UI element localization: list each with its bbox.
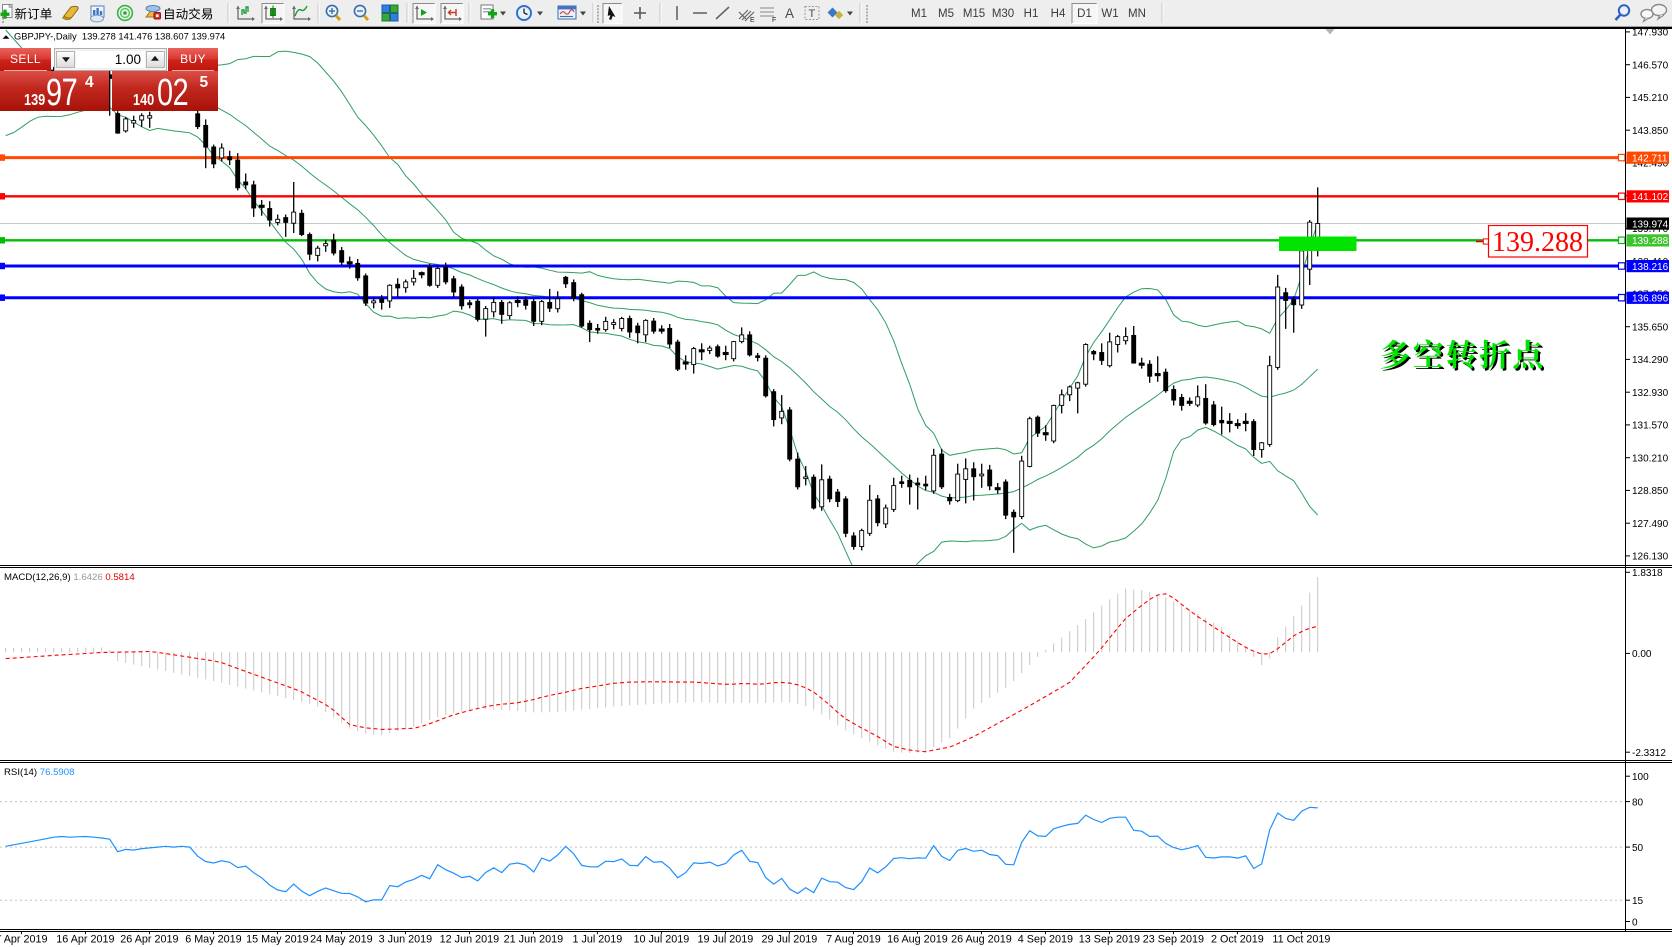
svg-text:145.210: 145.210 [1632, 93, 1669, 104]
svg-text:RSI(14) 76.5908: RSI(14) 76.5908 [4, 767, 74, 778]
svg-text:126.130: 126.130 [1632, 552, 1669, 563]
svg-text:29 Jul 2019: 29 Jul 2019 [761, 934, 817, 946]
svg-text:16 Apr 2019: 16 Apr 2019 [56, 934, 114, 946]
svg-text:6 May 2019: 6 May 2019 [185, 934, 241, 946]
svg-text:147.930: 147.930 [1632, 28, 1669, 39]
svg-text:26 Apr 2019: 26 Apr 2019 [120, 934, 178, 946]
svg-text:50: 50 [1632, 843, 1644, 854]
svg-text:136.896: 136.896 [1632, 294, 1669, 305]
svg-text:21 Jun 2019: 21 Jun 2019 [504, 934, 563, 946]
svg-text:M1: M1 [911, 8, 927, 20]
svg-text:135.650: 135.650 [1632, 323, 1669, 334]
svg-text:130.210: 130.210 [1632, 454, 1669, 465]
svg-text:15 May 2019: 15 May 2019 [246, 934, 308, 946]
svg-text:MACD(12,26,9) 1.6426 0.5814: MACD(12,26,9) 1.6426 0.5814 [4, 572, 135, 583]
svg-text:11 Oct 2019: 11 Oct 2019 [1272, 934, 1330, 946]
svg-text:143.850: 143.850 [1632, 126, 1669, 137]
svg-text:MN: MN [1128, 8, 1146, 20]
svg-text:139.288: 139.288 [1492, 227, 1583, 258]
svg-text:139.288: 139.288 [1632, 236, 1669, 247]
svg-text:146.570: 146.570 [1632, 61, 1669, 72]
svg-text:4 Sep 2019: 4 Sep 2019 [1018, 934, 1073, 946]
svg-text:M5: M5 [938, 8, 954, 20]
svg-text:E: E [750, 17, 755, 24]
svg-text:A: A [785, 6, 794, 21]
svg-text:D1: D1 [1077, 8, 1092, 20]
svg-text:1.8318: 1.8318 [1632, 568, 1663, 579]
svg-text:23 Sep 2019: 23 Sep 2019 [1143, 934, 1204, 946]
svg-text:7 Aug 2019: 7 Aug 2019 [826, 934, 881, 946]
svg-text:134.290: 134.290 [1632, 355, 1669, 366]
svg-text:141.102: 141.102 [1632, 192, 1669, 203]
svg-text:139.974: 139.974 [1632, 219, 1669, 230]
svg-text:24 May 2019: 24 May 2019 [310, 934, 372, 946]
svg-text:10 Jul 2019: 10 Jul 2019 [633, 934, 689, 946]
svg-text:7 Apr 2019: 7 Apr 2019 [0, 934, 48, 946]
svg-text:M15: M15 [963, 8, 985, 20]
svg-text:80: 80 [1632, 797, 1644, 808]
svg-text:W1: W1 [1101, 8, 1118, 20]
svg-text:138.216: 138.216 [1632, 262, 1669, 273]
svg-text:142.711: 142.711 [1632, 153, 1668, 164]
svg-text:H1: H1 [1024, 8, 1039, 20]
svg-text:15: 15 [1632, 896, 1644, 907]
svg-text:2 Oct 2019: 2 Oct 2019 [1211, 934, 1264, 946]
svg-text:16 Aug 2019: 16 Aug 2019 [887, 934, 948, 946]
svg-text:127.490: 127.490 [1632, 519, 1669, 530]
svg-text:M30: M30 [992, 8, 1014, 20]
svg-text:13 Sep 2019: 13 Sep 2019 [1079, 934, 1140, 946]
svg-text:131.570: 131.570 [1632, 421, 1669, 432]
svg-text:142.490: 142.490 [1632, 159, 1669, 170]
svg-text:-2.3312: -2.3312 [1632, 748, 1666, 759]
svg-text:100: 100 [1632, 772, 1649, 783]
svg-text:GBPJPY-,Daily 139.278 141.476: GBPJPY-,Daily 139.278 141.476 138.607 13… [14, 30, 225, 41]
svg-text:3 Jun 2019: 3 Jun 2019 [379, 934, 432, 946]
svg-text:128.850: 128.850 [1632, 486, 1669, 497]
svg-text:12 Jun 2019: 12 Jun 2019 [440, 934, 499, 946]
svg-text:26 Aug 2019: 26 Aug 2019 [951, 934, 1012, 946]
svg-text:1 Jul 2019: 1 Jul 2019 [572, 934, 622, 946]
svg-text:0: 0 [1632, 917, 1638, 928]
svg-text:T: T [809, 8, 816, 20]
svg-text:19 Jul 2019: 19 Jul 2019 [697, 934, 753, 946]
svg-text:132.930: 132.930 [1632, 388, 1669, 399]
svg-text:F: F [772, 17, 776, 24]
svg-text:0.00: 0.00 [1632, 649, 1652, 660]
svg-text:H4: H4 [1051, 8, 1066, 20]
